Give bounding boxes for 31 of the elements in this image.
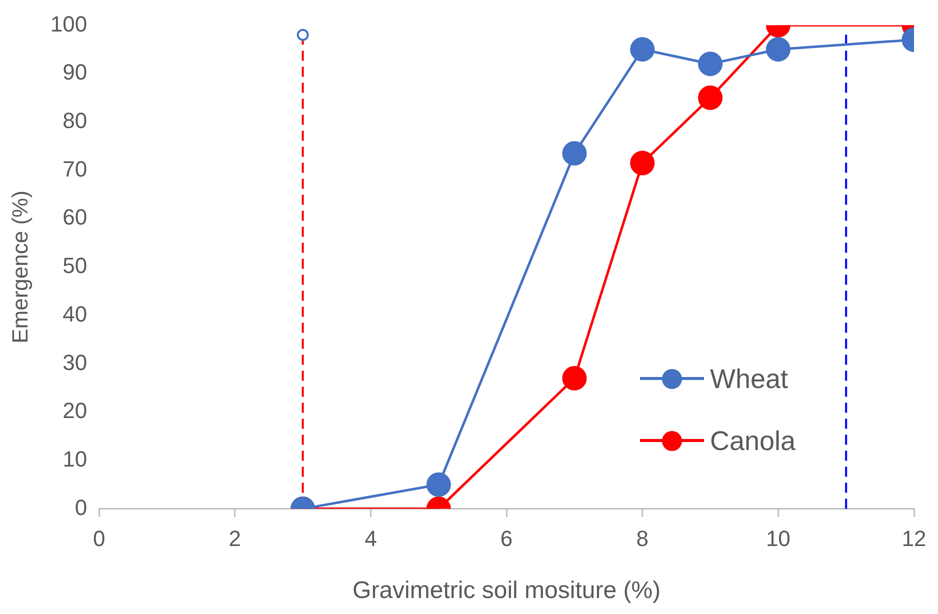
point <box>562 366 587 390</box>
x-tick-label: 2 <box>228 526 242 552</box>
point <box>562 141 587 166</box>
point <box>766 37 790 62</box>
x-axis-title: Gravimetric soil mositure (%) <box>352 577 661 604</box>
y-tick-label: 0 <box>74 494 88 520</box>
point <box>698 52 723 76</box>
legend-label: Canola <box>710 426 796 456</box>
point <box>426 472 451 497</box>
y-axis-title: Emergence (%) <box>7 190 32 344</box>
x-tick-label: 6 <box>500 526 513 552</box>
y-tick-label: 90 <box>62 60 88 85</box>
y-tick-label: 70 <box>62 156 88 182</box>
y-tick-label: 20 <box>62 398 88 424</box>
y-tick-label: 50 <box>62 253 88 278</box>
y-tick-label: 100 <box>50 11 88 36</box>
y-tick-label: 40 <box>62 301 88 326</box>
point <box>698 85 723 110</box>
legend-label: Wheat <box>710 364 788 394</box>
y-tick-label: 60 <box>62 204 88 230</box>
point <box>630 37 655 62</box>
x-tick-label: 10 <box>766 526 790 552</box>
y-tick-label: 80 <box>62 108 88 133</box>
x-tick-label: 12 <box>902 526 926 552</box>
x-tick-label: 8 <box>636 526 648 552</box>
x-tick-label: 0 <box>92 526 106 552</box>
y-tick-label: 10 <box>62 446 88 472</box>
point <box>630 150 655 176</box>
point <box>296 28 309 41</box>
x-tick-label: 4 <box>364 526 377 552</box>
y-tick-label: 30 <box>62 350 88 375</box>
